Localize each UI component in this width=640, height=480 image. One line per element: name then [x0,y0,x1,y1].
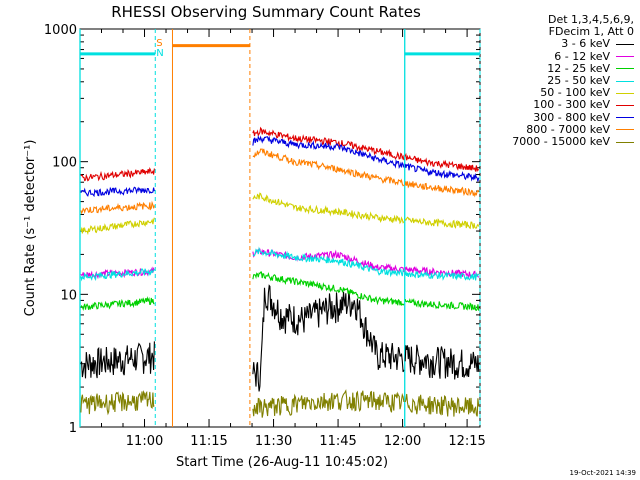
x-tick-label: 12:00 [384,434,421,449]
legend-entry: 300 - 800 keV [474,110,634,124]
legend-entry: 12 - 25 keV [474,61,634,75]
legend-entry: 50 - 100 keV [474,87,634,99]
plot-area: SN [79,29,481,427]
y-axis: 1 10 100 1000 [44,23,480,436]
legend-swatch [616,92,634,94]
series-line [80,341,155,379]
series-line [404,162,480,182]
y-tick-label: 1000 [44,23,77,38]
legend-label: 3 - 6 keV [561,37,610,51]
series-line [404,297,480,311]
x-tick-label: 12:15 [448,434,485,449]
legend-swatch [616,68,634,70]
series-line [404,344,480,380]
series-line [404,216,480,230]
x-axis: 11:00 11:15 11:30 11:45 12:00 12:15 [79,29,486,449]
series-line [80,390,155,416]
series-line [252,135,405,170]
legend-label: 12 - 25 keV [547,61,610,75]
legend-header-1: Det 1,3,4,5,6,9, [547,13,634,26]
legend-entry: 7000 - 15000 keV [474,135,634,149]
legend-swatch [616,129,634,131]
legend-label: 7000 - 15000 keV [512,135,610,149]
legend-entry: 6 - 12 keV [474,49,634,63]
y-axis-label: Count Rate (s⁻¹ detector⁻¹) [23,140,38,317]
y-tick-label: 100 [52,156,77,171]
series-line [252,389,405,418]
legend-header-2: FDecim 1, Att 0 [548,25,634,39]
x-tick-label: 11:45 [319,434,356,449]
series-line [404,152,480,173]
legend-swatch [616,105,634,107]
timestamp-footer: 19-Oct-2021 14:39 [569,469,636,477]
series-line [404,180,480,198]
legend-entry: 800 - 7000 keV [474,122,634,136]
x-tick-label: 11:15 [190,434,227,449]
legend-entry: 3 - 6 keV [474,38,634,50]
y-tick-label: 10 [60,288,77,303]
series-line [80,186,155,198]
legend-entry: 25 - 50 keV [474,74,634,88]
legend-label: 25 - 50 keV [547,74,610,88]
series-line [252,126,405,161]
legend-label: 100 - 300 keV [533,98,610,112]
series-line [80,296,155,311]
chart-title: RHESSI Observing Summary Count Rates [111,3,421,21]
legend-swatch [616,117,634,119]
series-line [252,284,405,392]
x-axis-label: Start Time (26-Aug-11 10:45:02) [176,455,388,470]
legend-label: 50 - 100 keV [540,86,610,100]
legend-entry: 100 - 300 keV [474,99,634,111]
series-line [80,200,155,215]
series-line [404,270,480,281]
y-tick-label: 1 [69,421,77,436]
series-line [252,246,404,278]
legend-label: 6 - 12 keV [554,49,610,63]
x-tick-label: 11:00 [126,434,163,449]
legend-label: 300 - 800 keV [533,110,610,124]
series-line [80,217,155,236]
series-line [80,167,155,182]
legend-label: 800 - 7000 keV [526,122,610,136]
series-line [80,267,155,282]
annotation-n: N [156,48,163,59]
series-line [252,192,405,225]
annotation-s: S [156,38,162,49]
legend-swatch [616,56,634,58]
series-line [252,271,405,307]
series-line [252,148,405,187]
legend: Det 1,3,4,5,6,9, FDecim 1, Att 0 3 - 6 k… [474,13,634,149]
x-tick-label: 11:30 [255,434,292,449]
legend-swatch [616,44,634,45]
series-line [404,393,480,417]
legend-swatch [616,80,634,82]
legend-swatch [616,141,634,143]
